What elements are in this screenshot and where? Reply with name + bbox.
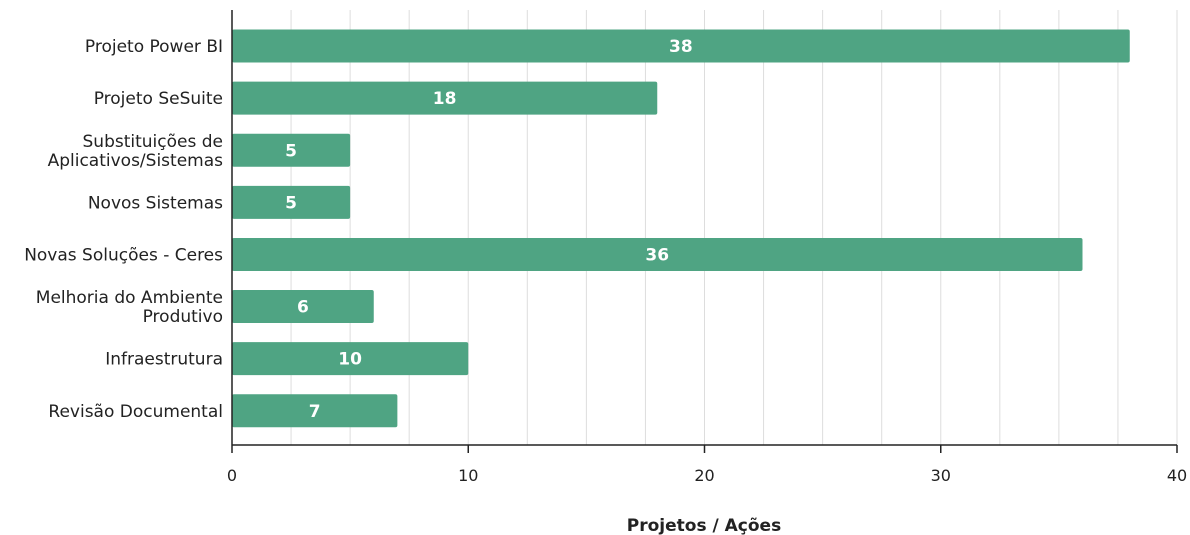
category-label: Novos Sistemas bbox=[88, 193, 223, 213]
category-label: Revisão Documental bbox=[48, 402, 223, 422]
bar bbox=[232, 342, 469, 376]
data-label: 7 bbox=[309, 402, 321, 422]
axes bbox=[231, 10, 1178, 453]
category-label: Produtivo bbox=[143, 307, 223, 327]
data-label: 6 bbox=[297, 298, 309, 318]
category-label: Projeto Power BI bbox=[85, 37, 223, 57]
bar bbox=[232, 133, 351, 167]
x-tick-label: 0 bbox=[227, 466, 237, 485]
data-label: 5 bbox=[285, 141, 297, 161]
category-label: Novas Soluções - Ceres bbox=[24, 245, 223, 265]
bar bbox=[232, 29, 1130, 63]
data-label: 38 bbox=[669, 37, 693, 57]
x-tick-label: 20 bbox=[694, 466, 714, 485]
bar bbox=[232, 394, 398, 428]
x-tick-label: 40 bbox=[1167, 466, 1187, 485]
grid-lines bbox=[290, 10, 1178, 445]
bar bbox=[232, 81, 658, 115]
data-label: 5 bbox=[285, 193, 297, 213]
bar bbox=[232, 237, 1083, 271]
category-label: Infraestrutura bbox=[105, 350, 223, 370]
category-label: Projeto SeSuite bbox=[94, 89, 223, 109]
bars bbox=[232, 29, 1130, 428]
bar bbox=[232, 290, 374, 324]
bar bbox=[232, 185, 351, 219]
category-label: Substituições de bbox=[83, 132, 223, 152]
category-label: Melhoria do Ambiente bbox=[36, 288, 223, 308]
category-label: Aplicativos/Sistemas bbox=[48, 151, 224, 171]
data-label: 10 bbox=[338, 350, 362, 370]
x-tick-label: 30 bbox=[931, 466, 951, 485]
x-tick-label: 10 bbox=[458, 466, 478, 485]
labels: 38 18 5 5 36 6 10 7 Projeto Power BI Projeto SeSu… bbox=[24, 37, 1187, 485]
data-label: 36 bbox=[645, 245, 669, 265]
data-label: 18 bbox=[433, 89, 457, 109]
x-axis-title: Projetos / Ações bbox=[627, 516, 781, 535]
